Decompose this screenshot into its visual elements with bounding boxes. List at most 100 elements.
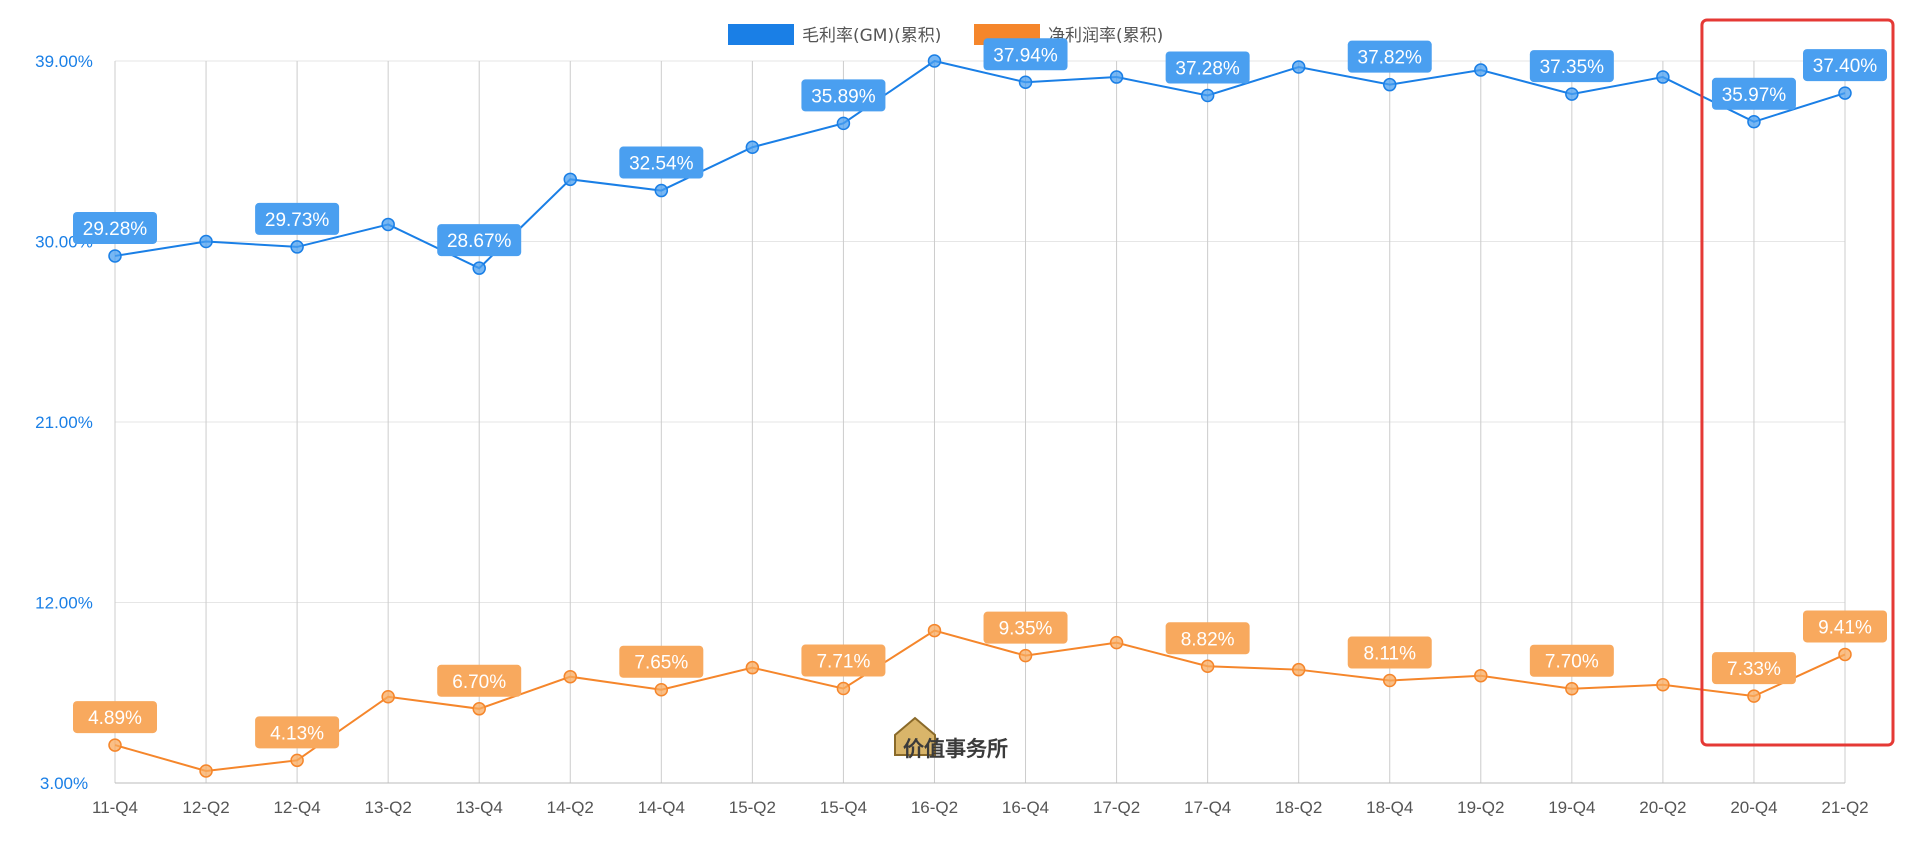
- data-point: [1565, 681, 1579, 696]
- data-point: [108, 249, 122, 263]
- highlight-box: [1700, 18, 1895, 747]
- y-tick-label: 3.00%: [40, 774, 88, 793]
- data-point: [1382, 673, 1397, 688]
- data-point: [1382, 77, 1397, 92]
- data-label: 8.82%: [1181, 629, 1235, 650]
- x-tick-label: 20-Q2: [1639, 798, 1686, 817]
- data-point: [472, 261, 486, 275]
- series-line: [114, 629, 1846, 772]
- x-tick-label: 17-Q4: [1184, 798, 1231, 817]
- data-point: [472, 702, 486, 716]
- data-label: 6.70%: [452, 672, 506, 693]
- data-label: 37.35%: [1540, 57, 1605, 78]
- data-label: 9.41%: [1818, 617, 1872, 638]
- x-tick-label: 11-Q4: [92, 798, 138, 817]
- data-point: [1474, 668, 1488, 683]
- data-point: [745, 140, 760, 154]
- legend-label: 净利润率(累积): [1048, 26, 1163, 46]
- series-line: [114, 59, 1846, 270]
- highlight-rect: [1700, 18, 1895, 747]
- x-tick-label: 21-Q2: [1821, 798, 1868, 817]
- data-label: 37.94%: [993, 45, 1058, 66]
- data-label-box: [255, 202, 340, 235]
- data-point: [1474, 63, 1488, 77]
- data-point: [1109, 70, 1124, 84]
- data-label: 7.71%: [816, 652, 870, 673]
- x-tick-label: 16-Q4: [1002, 798, 1049, 817]
- data-label-box: [1347, 40, 1432, 73]
- data-point: [199, 234, 213, 249]
- data-point: [290, 240, 304, 254]
- data-point: [1109, 635, 1124, 650]
- series-layer: 29.28% 29.73% 28.67% 32.54% 35.89% 37.94% 37.2…: [73, 38, 1887, 778]
- data-label-box: [801, 644, 886, 677]
- data-label: 7.33%: [1727, 659, 1781, 680]
- data-point: [1747, 689, 1761, 703]
- data-point: [290, 753, 304, 768]
- x-tick-label: 14-Q4: [638, 798, 685, 817]
- data-point: [1200, 88, 1215, 103]
- x-tick-label: 18-Q4: [1366, 798, 1413, 817]
- data-label: 7.70%: [1545, 652, 1599, 673]
- data-label-box: [801, 79, 886, 112]
- data-label-box: [1711, 652, 1796, 685]
- data-point: [563, 669, 578, 684]
- data-label-box: [619, 146, 704, 179]
- data-label-box: [1165, 51, 1250, 84]
- data-label: 9.35%: [999, 619, 1053, 640]
- axes: 3.00%12.00%21.00%30.00%39.00%11-Q4 12-Q2 1…: [35, 52, 1868, 817]
- data-label: 29.28%: [83, 219, 148, 240]
- data-point: [927, 623, 942, 638]
- data-label-box: [619, 645, 704, 678]
- legend-label: 毛利率(GM)(累积): [802, 26, 941, 46]
- x-tick-label: 12-Q2: [182, 798, 229, 817]
- data-label-box: [1711, 77, 1796, 110]
- data-label: 35.97%: [1722, 85, 1787, 106]
- x-tick-label: 16-Q2: [911, 798, 958, 817]
- data-point: [199, 764, 213, 778]
- data-label-box: [255, 716, 340, 749]
- house-icon: [894, 716, 936, 756]
- data-point: [927, 54, 942, 68]
- data-point: [654, 183, 669, 198]
- data-point: [1200, 659, 1215, 674]
- x-tick-label: 17-Q2: [1093, 798, 1140, 817]
- data-label-box: [1165, 622, 1250, 655]
- data-label: 7.65%: [634, 653, 688, 674]
- data-label-box: [1347, 636, 1432, 669]
- data-point: [1291, 60, 1306, 74]
- data-label-box: [73, 211, 157, 244]
- data-point: [1291, 662, 1306, 677]
- x-tick-label: 18-Q2: [1275, 798, 1322, 817]
- data-label: 29.73%: [265, 210, 330, 231]
- data-label-box: [437, 224, 522, 257]
- data-label: 4.13%: [270, 723, 324, 744]
- data-label: 4.89%: [88, 708, 142, 729]
- legend[interactable]: 毛利率(GM)(累积) 净利润率(累积): [728, 24, 1163, 46]
- data-label-box: [1803, 610, 1887, 643]
- x-tick-label: 15-Q2: [729, 798, 776, 817]
- data-point: [1018, 648, 1033, 663]
- data-label-box: [1803, 49, 1887, 82]
- data-label: 35.89%: [811, 86, 876, 107]
- data-point: [1838, 86, 1852, 100]
- x-tick-label: 13-Q4: [456, 798, 503, 817]
- data-label: 28.67%: [447, 231, 512, 252]
- data-label: 37.28%: [1175, 58, 1240, 79]
- data-point: [563, 172, 578, 187]
- data-point: [1747, 115, 1761, 129]
- watermark: 价值事务所: [894, 716, 1008, 761]
- data-label-box: [983, 38, 1068, 71]
- y-tick-label: 21.00%: [35, 413, 93, 432]
- data-label: 8.11%: [1364, 644, 1417, 665]
- y-tick-label: 12.00%: [35, 594, 93, 613]
- data-point: [1656, 70, 1670, 84]
- data-point: [381, 217, 395, 232]
- data-label: 37.82%: [1358, 48, 1423, 69]
- data-label-box: [1529, 50, 1614, 83]
- data-point: [108, 738, 122, 752]
- data-label-box: [983, 611, 1068, 644]
- data-label-box: [73, 701, 157, 734]
- data-point: [836, 116, 851, 131]
